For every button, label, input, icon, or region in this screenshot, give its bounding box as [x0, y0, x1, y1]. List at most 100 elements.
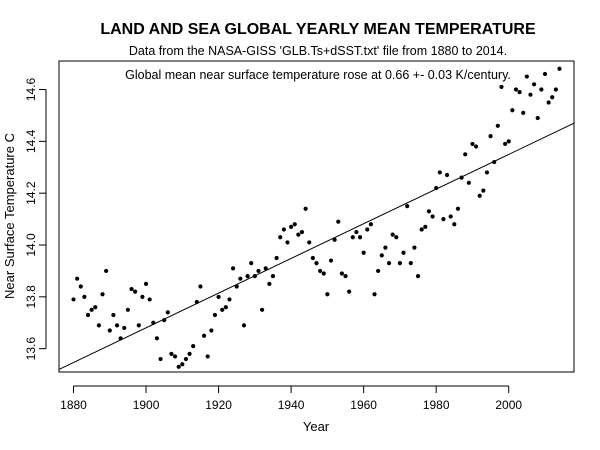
- data-point: [191, 343, 196, 349]
- data-point: [477, 193, 482, 198]
- data-point: [473, 144, 479, 149]
- chart-subtitle: Data from the NASA-GISS 'GLB.Ts+dSST.txt…: [129, 44, 507, 58]
- y-tick-label: 14.4: [24, 129, 38, 153]
- data-point: [484, 170, 490, 175]
- data-point: [437, 170, 442, 175]
- trend-annotation: Global mean near surface temperature ros…: [125, 68, 511, 82]
- data-point: [285, 240, 290, 245]
- data-point: [162, 318, 167, 323]
- data-point: [397, 261, 403, 266]
- data-point: [133, 289, 138, 294]
- data-point: [325, 292, 330, 297]
- data-point: [336, 219, 341, 224]
- data-point: [550, 95, 555, 100]
- x-axis-label: Year: [303, 419, 330, 434]
- data-point: [111, 312, 116, 318]
- data-point: [169, 351, 174, 356]
- data-point: [499, 84, 504, 90]
- data-point: [354, 229, 359, 235]
- data-point: [517, 90, 522, 95]
- data-point: [223, 305, 228, 310]
- data-point: [165, 310, 170, 315]
- x-axis: 1880 1900 1920 1940 1960 1980 2000: [60, 385, 522, 412]
- data-point: [78, 284, 83, 289]
- data-point: [201, 333, 207, 338]
- data-point: [430, 214, 435, 219]
- data-point: [172, 354, 178, 359]
- data-point: [75, 276, 80, 281]
- data-point: [136, 323, 141, 328]
- data-point: [539, 87, 544, 92]
- data-point: [238, 276, 243, 281]
- data-point: [521, 110, 526, 115]
- data-point: [278, 235, 283, 240]
- data-point: [347, 289, 352, 294]
- data-point: [459, 175, 464, 180]
- data-point: [227, 297, 232, 302]
- data-point: [339, 271, 344, 276]
- data-point: [198, 284, 203, 289]
- data-point: [143, 281, 149, 286]
- data-point: [230, 266, 236, 271]
- data-point: [372, 292, 377, 297]
- data-point: [154, 336, 160, 341]
- data-point: [488, 134, 493, 139]
- data-point: [535, 115, 540, 121]
- data-point: [528, 92, 533, 97]
- data-point: [492, 159, 497, 165]
- data-point: [256, 268, 261, 274]
- data-point: [259, 307, 265, 312]
- data-point: [85, 312, 91, 318]
- data-point: [506, 139, 511, 144]
- data-point: [82, 294, 87, 299]
- y-tick-label: 13.8: [24, 285, 38, 309]
- data-point: [209, 328, 214, 333]
- data-point: [241, 323, 247, 328]
- data-point: [122, 325, 127, 331]
- data-point: [444, 172, 450, 178]
- data-point: [212, 312, 218, 318]
- data-point: [415, 274, 421, 279]
- data-point: [318, 268, 323, 274]
- data-point: [532, 82, 537, 87]
- data-point: [107, 328, 112, 333]
- data-point: [463, 152, 468, 157]
- data-point: [125, 307, 131, 312]
- data-point: [216, 294, 221, 299]
- data-point: [405, 204, 410, 209]
- data-point: [100, 292, 105, 297]
- data-point: [220, 307, 225, 312]
- data-point: [328, 258, 334, 263]
- data-point: [263, 266, 268, 271]
- data-point: [252, 274, 257, 279]
- data-point: [249, 261, 254, 266]
- data-point: [303, 206, 308, 211]
- data-point: [140, 294, 145, 299]
- data-point: [357, 235, 363, 240]
- data-point: [470, 141, 475, 147]
- data-point: [343, 274, 348, 279]
- data-point: [71, 297, 76, 302]
- data-point: [114, 323, 120, 328]
- data-point: [434, 185, 439, 191]
- data-point: [546, 100, 551, 105]
- data-point: [129, 286, 134, 292]
- data-point: [553, 87, 558, 92]
- data-point: [401, 250, 406, 255]
- data-point: [376, 268, 381, 274]
- data-point: [194, 299, 199, 305]
- data-point: [158, 356, 163, 362]
- y-axis-label: Near Surface Temperature C: [2, 133, 17, 299]
- data-point: [93, 305, 98, 310]
- data-point: [524, 74, 529, 79]
- data-point: [481, 188, 486, 193]
- data-point: [419, 227, 424, 232]
- x-tick-label: 1880: [60, 398, 87, 412]
- data-point: [151, 320, 156, 325]
- data-point: [361, 250, 366, 255]
- data-point: [104, 268, 109, 274]
- data-point: [307, 240, 312, 245]
- trend-line: [58, 122, 575, 370]
- data-point: [502, 141, 508, 147]
